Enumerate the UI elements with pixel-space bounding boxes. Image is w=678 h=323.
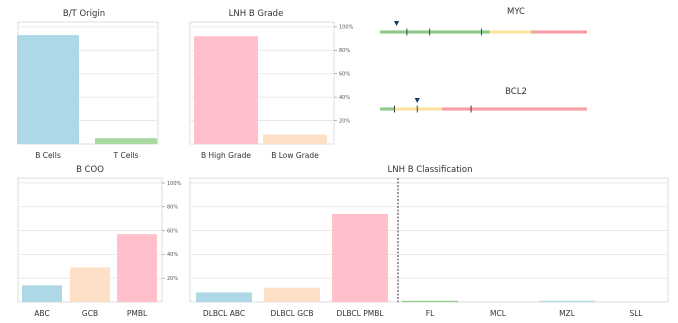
bar-pmbl (117, 234, 157, 302)
b-coo-category-label: PMBL (127, 309, 148, 318)
gene-segment (380, 107, 395, 111)
bcl2-gene-track (380, 98, 587, 113)
bar-dlbcl-pmbl (332, 213, 388, 302)
gene-segment (489, 30, 532, 34)
lnh-b-classification-title: LNH B Classification (388, 165, 473, 175)
ytick-label: 100% (167, 181, 182, 187)
bar-t-cells (95, 138, 157, 144)
classification-category-label: MZL (559, 309, 576, 318)
bar-fl (402, 300, 458, 302)
ytick-label: 40% (339, 95, 350, 101)
ytick-label: 20% (167, 276, 178, 282)
myc-title: MYC (507, 7, 525, 17)
bar-b-high-grade (194, 36, 258, 144)
classification-category-label: DLBCL PMBL (336, 309, 384, 318)
lnh-b-classification-bars (196, 213, 595, 302)
myc-gene-track (380, 21, 587, 36)
b-coo-bars (22, 234, 157, 302)
b-coo-category-label: GCB (82, 309, 98, 318)
lnh-b-classification-frame (189, 177, 669, 303)
ytick-label: 100% (339, 25, 354, 31)
lnh-b-classification-grid (190, 182, 668, 279)
position-marker-icon (393, 21, 400, 26)
gene-segment (531, 30, 587, 34)
bar-abc (22, 285, 62, 302)
b-coo-category-label: ABC (34, 309, 49, 318)
classification-category-label: SLL (629, 309, 643, 318)
classification-category-label: DLBCL ABC (203, 309, 245, 318)
b-coo-title: B COO (76, 165, 104, 175)
lnh-b-grade-yticks: 20% 40% 60% 80% 100% (334, 25, 354, 124)
gene-segment (394, 107, 443, 111)
panel-lnh-b-classification: LNH B Classification DLBCL ABC DLBCL GCB… (189, 165, 669, 318)
bt-origin-category-label: T Cells (113, 151, 139, 160)
ytick-label: 60% (167, 228, 178, 234)
bar-mzl (539, 300, 595, 302)
bar-dlbcl-gcb (264, 287, 320, 302)
panel-b-coo: B COO 20% 40% 60% 80% 100% ABC GCB PMBL (17, 165, 182, 318)
ytick-label: 20% (339, 118, 350, 124)
bar-dlbcl-abc (196, 292, 252, 302)
lnh-b-grade-category-label: B Low Grade (271, 151, 319, 160)
bar-gcb (70, 267, 110, 302)
lnh-b-grade-bars (194, 36, 327, 144)
classification-category-label: DLBCL GCB (271, 309, 314, 318)
bar-b-cells (17, 35, 79, 144)
gene-segment (442, 107, 587, 111)
panel-lnh-b-grade: LNH B Grade 20% 40% 60% 80% 100% B High Grad… (189, 9, 354, 160)
lnh-b-grade-frame (189, 21, 335, 145)
panel-bt-origin: B/T Origin B Cells T Cells (17, 9, 159, 160)
panel-myc: MYC (380, 7, 587, 36)
lnh-b-grade-title: LNH B Grade (229, 9, 284, 19)
bt-origin-title: B/T Origin (63, 9, 105, 19)
classification-category-label: FL (426, 309, 435, 318)
ytick-label: 60% (339, 72, 350, 78)
lnh-b-grade-category-label: B High Grade (201, 151, 251, 160)
panel-bcl2: BCL2 (380, 87, 587, 113)
ytick-label: 40% (167, 252, 178, 258)
bt-origin-category-label: B Cells (35, 151, 61, 160)
classification-category-label: MCL (490, 309, 507, 318)
bar-b-low-grade (263, 134, 327, 144)
bt-origin-bars (17, 35, 157, 144)
ytick-label: 80% (167, 205, 178, 211)
gene-segment (380, 30, 490, 34)
ytick-label: 80% (339, 48, 350, 54)
bcl2-title: BCL2 (505, 87, 527, 97)
b-coo-yticks: 20% 40% 60% 80% 100% (162, 181, 182, 282)
position-marker-icon (414, 98, 420, 103)
